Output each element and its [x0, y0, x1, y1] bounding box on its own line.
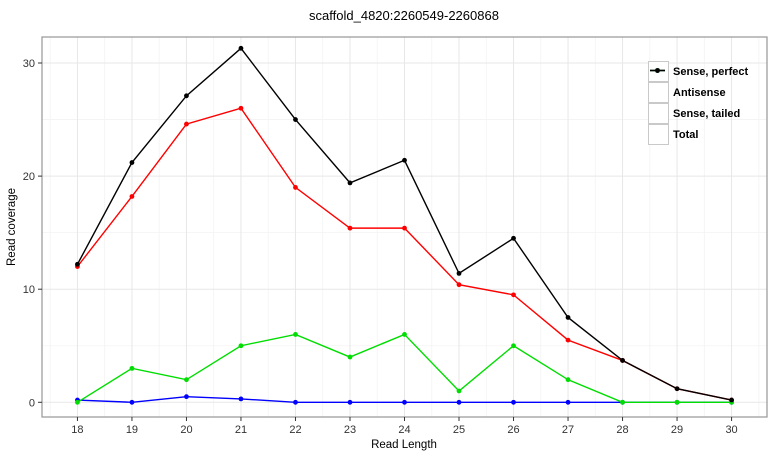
data-point-sense-perfect	[402, 225, 407, 231]
x-tick-label: 30	[725, 424, 737, 436]
x-tick-label: 27	[562, 424, 574, 436]
data-point-sense-tailed	[75, 399, 80, 405]
data-series	[75, 45, 734, 405]
data-point-antisense	[184, 394, 189, 400]
y-tick-label: 30	[23, 58, 35, 70]
data-point-antisense	[129, 399, 135, 405]
data-point-total	[456, 270, 462, 276]
data-point-antisense	[402, 399, 407, 405]
x-tick-label: 25	[453, 424, 465, 436]
chart-title: scaffold_4820:2260549-2260868	[309, 8, 499, 23]
data-point-total	[402, 157, 407, 163]
x-tick-label: 24	[398, 424, 410, 436]
data-point-sense-perfect	[129, 194, 135, 199]
data-point-sense-perfect	[238, 105, 244, 111]
data-point-sense-tailed	[184, 377, 189, 383]
x-tick-label: 21	[235, 424, 247, 436]
data-point-sense-perfect	[293, 185, 298, 190]
data-point-antisense	[565, 399, 571, 405]
legend-item-sense-tailed: Sense, tailed	[648, 68, 748, 124]
data-point-sense-perfect	[456, 282, 462, 288]
data-point-sense-tailed	[293, 332, 298, 337]
data-point-sense-tailed	[456, 388, 462, 394]
data-point-total	[565, 315, 571, 320]
data-point-sense-tailed	[238, 343, 244, 349]
legend-key-icon-total	[648, 68, 669, 145]
data-point-sense-perfect	[184, 121, 189, 127]
data-point-sense-tailed	[129, 365, 135, 371]
data-point-antisense	[347, 399, 353, 405]
data-point-total	[75, 261, 80, 267]
data-point-sense-tailed	[620, 399, 625, 405]
x-tick-label: 22	[289, 424, 301, 436]
data-point-total	[238, 45, 244, 51]
legend-item-antisense: Antisense	[648, 68, 748, 103]
data-point-sense-perfect	[565, 337, 571, 343]
y-tick-label: 20	[23, 171, 35, 183]
data-point-total	[129, 160, 135, 165]
data-point-total	[729, 397, 734, 403]
legend-key-icon-sense-tailed	[648, 68, 669, 124]
axis-ticks	[38, 62, 733, 421]
data-point-sense-perfect	[511, 292, 516, 298]
x-tick-label: 20	[180, 424, 192, 436]
data-point-total	[620, 358, 625, 363]
data-point-sense-tailed	[402, 332, 407, 337]
x-axis-title: Read Length	[371, 439, 437, 451]
data-point-antisense	[511, 399, 516, 405]
data-point-antisense	[238, 396, 244, 402]
data-point-sense-tailed	[347, 354, 353, 360]
data-point-total	[511, 235, 516, 241]
legend: Sense, perfect Antisense Sense, tailed Tota…	[648, 61, 748, 145]
axis-tick-labels: 18 19 20 21 22 23 24 25 26 27 28 29 30 0 10 20 30	[23, 58, 738, 436]
y-tick-label: 0	[29, 397, 35, 409]
x-tick-label: 28	[616, 424, 628, 436]
legend-label-sense-tailed: Sense, tailed	[673, 107, 741, 120]
x-tick-label: 26	[507, 424, 519, 436]
data-point-total	[674, 386, 680, 392]
x-tick-label: 18	[71, 424, 83, 436]
x-tick-label: 29	[671, 424, 683, 436]
data-point-sense-tailed	[674, 399, 680, 405]
data-point-antisense	[456, 399, 462, 405]
y-tick-label: 10	[23, 284, 35, 296]
series-total	[75, 45, 734, 403]
data-point-sense-tailed	[511, 343, 516, 349]
data-point-total	[293, 117, 298, 122]
data-point-total	[184, 93, 189, 99]
legend-label-total: Total	[673, 128, 699, 141]
legend-label-sense-perfect: Sense, perfect	[673, 65, 749, 78]
data-point-sense-perfect	[347, 225, 353, 231]
series-sense-tailed	[75, 332, 734, 405]
legend-label-antisense: Antisense	[673, 86, 726, 99]
data-point-total	[347, 180, 353, 186]
legend-key-icon-antisense	[648, 68, 669, 103]
legend-item-total: Total	[648, 68, 748, 145]
x-tick-label: 19	[126, 424, 138, 436]
data-point-sense-tailed	[565, 377, 571, 383]
data-point-antisense	[293, 399, 298, 405]
x-tick-label: 23	[344, 424, 356, 436]
y-axis-title: Read coverage	[6, 188, 18, 266]
